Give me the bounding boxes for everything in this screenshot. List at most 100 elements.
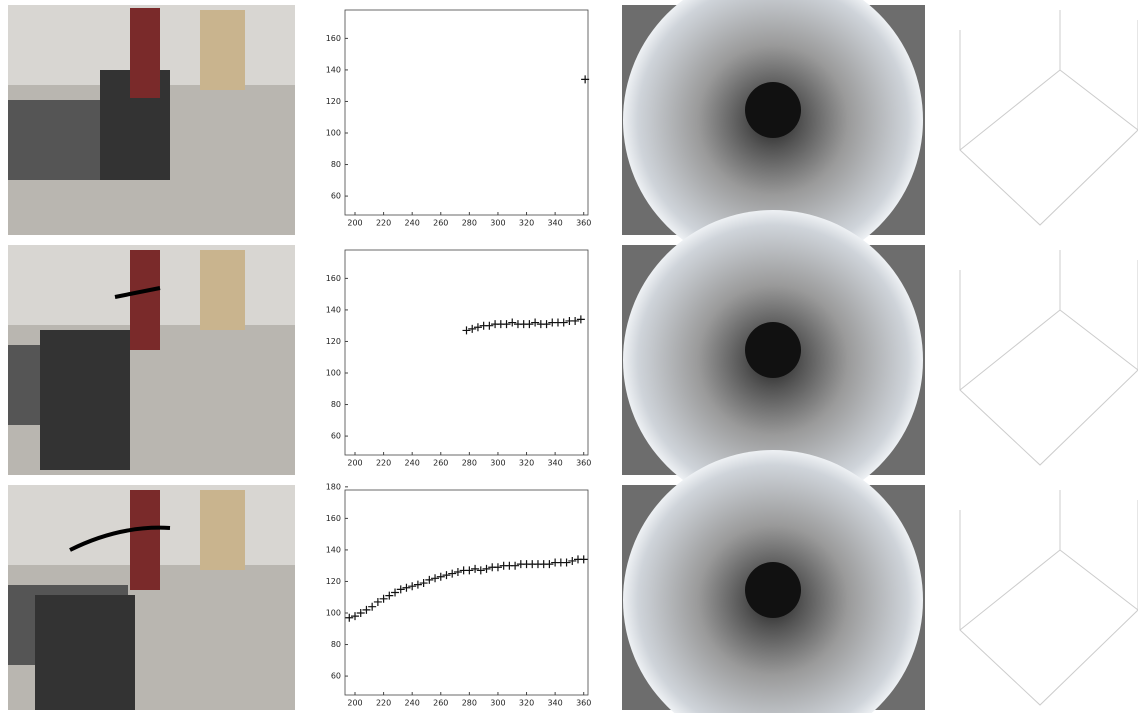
y-tick-label: 80 [331, 160, 341, 169]
point [476, 566, 485, 575]
y-tick-label: 80 [331, 640, 341, 649]
point [351, 612, 360, 621]
x-tick-label: 220 [376, 459, 391, 468]
y-tick-label: 120 [326, 577, 341, 586]
y-tick-label: 160 [326, 274, 341, 283]
y-tick-label: 180 [326, 482, 341, 491]
room-photo [8, 5, 295, 235]
point [425, 575, 434, 584]
plot-frame [344, 9, 589, 216]
point [576, 315, 585, 324]
x-tick-label: 360 [576, 699, 591, 708]
room-photo [8, 485, 295, 710]
point [345, 613, 354, 622]
point [368, 602, 377, 611]
point [413, 580, 422, 589]
fisheye-photo [622, 450, 925, 717]
x-tick-label: 200 [347, 699, 362, 708]
x-tick-label: 360 [576, 459, 591, 468]
y-tick-label: 120 [326, 337, 341, 346]
y-tick-label: 160 [326, 514, 341, 523]
room-photo [8, 245, 295, 475]
x-tick-label: 280 [462, 699, 477, 708]
point [562, 558, 571, 567]
plot-frame [344, 489, 589, 696]
point [362, 605, 371, 614]
point [465, 566, 474, 575]
x-tick-label: 340 [547, 219, 562, 228]
point [408, 582, 417, 591]
photos [8, 0, 925, 717]
x-tick-label: 320 [519, 459, 534, 468]
x-tick-label: 280 [462, 459, 477, 468]
point [373, 597, 382, 606]
x-tick-label: 200 [347, 219, 362, 228]
y-tick-label: 100 [326, 129, 341, 138]
x-tick-label: 300 [490, 459, 505, 468]
point [559, 318, 568, 327]
point [485, 321, 494, 330]
point [473, 323, 482, 332]
y-tick-label: 100 [326, 369, 341, 378]
point [471, 564, 480, 573]
point [419, 579, 428, 588]
point [525, 320, 534, 329]
x-tick-label: 360 [576, 219, 591, 228]
point [396, 585, 405, 594]
point [581, 75, 590, 84]
x-tick-label: 220 [376, 699, 391, 708]
x-tick-label: 240 [405, 699, 420, 708]
point [379, 594, 388, 603]
x-tick-label: 340 [547, 699, 562, 708]
point [448, 569, 457, 578]
x-tick-label: 280 [462, 219, 477, 228]
x-tick-label: 260 [433, 459, 448, 468]
y-tick-label: 140 [326, 65, 341, 74]
point [568, 556, 577, 565]
point [442, 571, 451, 580]
x-tick-label: 220 [376, 219, 391, 228]
point [482, 564, 491, 573]
y-tick-label: 120 [326, 97, 341, 106]
y-tick-label: 80 [331, 400, 341, 409]
point [502, 320, 511, 329]
point [493, 563, 502, 572]
point [542, 320, 551, 329]
plot-frame [344, 249, 589, 456]
point [431, 574, 440, 583]
point [508, 318, 517, 327]
point [545, 560, 554, 569]
point [453, 568, 462, 576]
y-tick-label: 140 [326, 305, 341, 314]
x-tick-label: 320 [519, 219, 534, 228]
x-tick-label: 240 [405, 459, 420, 468]
x-tick-label: 260 [433, 699, 448, 708]
fisheye-photo [622, 0, 925, 270]
x-tick-label: 240 [405, 219, 420, 228]
y-tick-label: 60 [331, 192, 341, 201]
y-tick-label: 160 [326, 34, 341, 43]
point [579, 555, 588, 564]
point [391, 588, 400, 597]
x-tick-label: 340 [547, 459, 562, 468]
y-tick-label: 140 [326, 545, 341, 554]
point [531, 318, 540, 327]
point [468, 324, 477, 333]
fisheye-photo [622, 210, 925, 510]
point [462, 326, 471, 335]
point [356, 609, 365, 617]
y-tick-label: 100 [326, 609, 341, 618]
x-tick-label: 300 [490, 699, 505, 708]
point [511, 561, 520, 570]
x-tick-label: 320 [519, 699, 534, 708]
x-tick-label: 300 [490, 219, 505, 228]
point [571, 316, 580, 325]
x-tick-label: 260 [433, 219, 448, 228]
point [385, 591, 394, 600]
x-tick-label: 200 [347, 459, 362, 468]
y-tick-label: 60 [331, 672, 341, 681]
y-tick-label: 60 [331, 432, 341, 441]
point [402, 583, 411, 592]
point [436, 572, 445, 581]
